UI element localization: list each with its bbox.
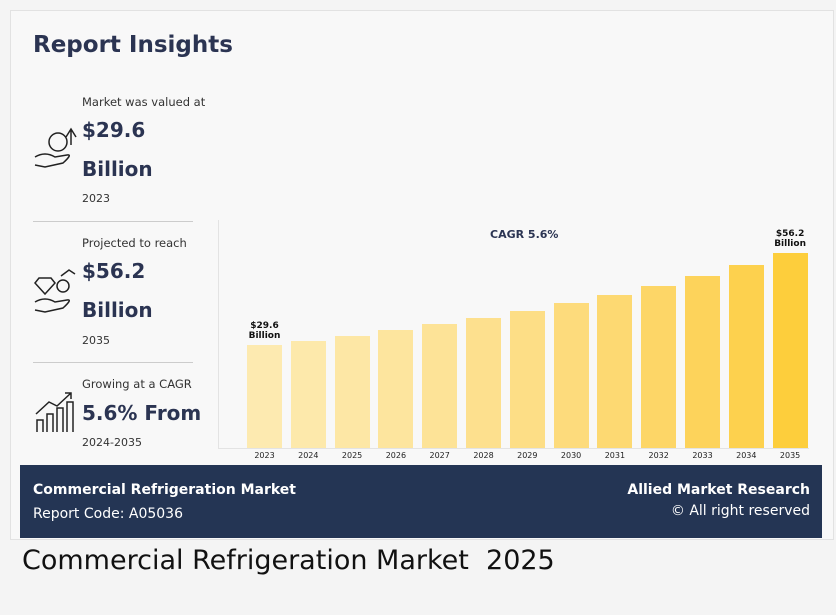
- bar: [685, 275, 720, 448]
- bar: [422, 324, 458, 448]
- bar: [597, 294, 633, 448]
- report-code: Report Code: A05036: [33, 506, 183, 522]
- insight-value: 5.6% From: [82, 401, 202, 425]
- diamond-icon: [34, 269, 76, 313]
- rights: © All right reserved: [670, 503, 810, 519]
- footer-title: Commercial Refrigeration Market: [33, 482, 296, 498]
- bar: [553, 302, 589, 448]
- x-tick-label: 2028: [473, 451, 494, 460]
- x-tick-label: 2034: [736, 451, 757, 460]
- x-tick-label: 2030: [560, 451, 582, 460]
- separator: [33, 221, 193, 222]
- insight-label: Market was valued at: [82, 95, 206, 109]
- x-tick-label: 2032: [648, 451, 669, 460]
- bar: [247, 345, 282, 448]
- caption: Commercial Refrigeration Market 2025: [22, 545, 555, 576]
- x-tick-label: 2033: [692, 451, 713, 460]
- x-tick-label: 2025: [341, 451, 363, 460]
- x-tick-label: 2029: [517, 451, 538, 460]
- insight-unit: Billion: [82, 298, 153, 322]
- bar: [290, 341, 326, 448]
- bar-chart: 2023 $29.6 Billion 2024 2025 2026 2027 2028 202…: [218, 220, 809, 460]
- x-tick-label: 2026: [385, 451, 407, 460]
- insight-unit: Billion: [82, 157, 153, 181]
- footer: Commercial Refrigeration Market Report C…: [20, 465, 822, 538]
- bar: [378, 330, 414, 448]
- bar: [509, 310, 545, 448]
- growth-icon: [35, 392, 74, 432]
- insight-label: Projected to reach: [82, 236, 187, 250]
- bar: [728, 265, 764, 448]
- data-label: $29.6 Billion: [248, 321, 281, 342]
- separator: [33, 362, 193, 363]
- card: [10, 10, 834, 540]
- insight-year: 2023: [82, 192, 110, 205]
- bar: [641, 285, 677, 448]
- title: Report Insights: [33, 32, 233, 58]
- insight-year: 2024-2035: [82, 436, 142, 449]
- insight-value: $29.6: [82, 118, 146, 142]
- insight-label: Growing at a CAGR: [82, 377, 192, 391]
- x-tick-label: 2023: [254, 451, 275, 460]
- x-tick-label: 2024: [298, 451, 319, 460]
- bar: [772, 253, 808, 448]
- brand: Allied Market Research: [627, 482, 810, 498]
- insight-year: 2035: [82, 334, 110, 347]
- cagr-annotation: CAGR 5.6%: [490, 228, 559, 241]
- insight-value: $56.2: [82, 259, 146, 283]
- x-tick-label: 2031: [604, 451, 626, 460]
- data-label: $56.2 Billion: [774, 229, 806, 249]
- money-icon: [34, 127, 77, 168]
- bar: [466, 317, 501, 448]
- x-tick-label: 2035: [779, 451, 801, 460]
- bar: [334, 335, 370, 448]
- x-tick-label: 2027: [429, 451, 450, 460]
